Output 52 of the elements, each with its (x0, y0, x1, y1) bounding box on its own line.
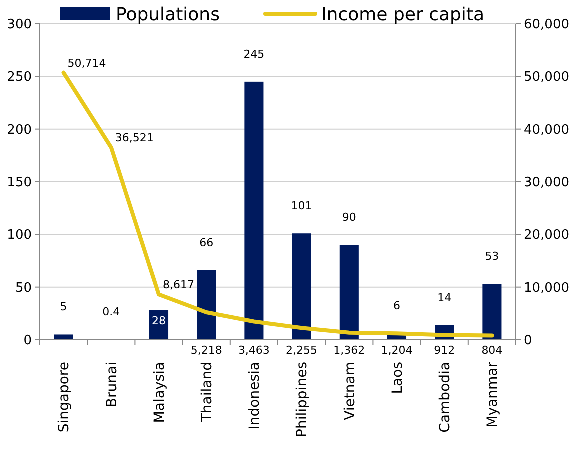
x-tick-label: Cambodia (438, 362, 454, 433)
y-tick-label: 200 (7, 122, 32, 138)
bar (482, 284, 502, 340)
data-label: 245 (244, 48, 265, 61)
data-label: 3,463 (238, 344, 270, 357)
data-label: 804 (482, 344, 503, 357)
y-tick-label: 0 (24, 334, 32, 349)
x-tick-label: Vietnam (342, 362, 358, 420)
data-label: 8,617 (163, 278, 194, 292)
data-label: 36,521 (115, 132, 154, 145)
data-label: 2,255 (286, 344, 318, 357)
data-label: 66 (200, 236, 214, 250)
y2-tick-label: 40,000 (524, 122, 570, 138)
data-label: 5 (60, 300, 68, 314)
x-tick-label: Laos (390, 362, 406, 394)
x-tick-label: Malaysia (152, 362, 168, 424)
data-label: 1,362 (334, 344, 366, 357)
y2-tick-label: 60,000 (524, 18, 570, 33)
y-tick-label: 100 (7, 228, 32, 244)
y2-tick-label: 0 (524, 334, 532, 349)
data-label: 50,714 (68, 56, 106, 70)
x-tick-label: Brunai (104, 362, 120, 408)
bar (197, 270, 216, 340)
data-label: 6 (394, 300, 400, 313)
bar (244, 82, 264, 340)
y2-tick-label: 10,000 (524, 280, 570, 296)
y2-tick-label: 30,000 (524, 176, 570, 191)
y-tick-label: 250 (7, 70, 32, 86)
y2-tick-label: 50,000 (524, 70, 570, 86)
data-label: 90 (342, 211, 356, 224)
data-label: 28 (152, 314, 166, 328)
bar (292, 234, 312, 340)
data-label: 14 (438, 291, 452, 304)
x-tick-label: Myanmar (485, 362, 502, 428)
data-label: 53 (485, 250, 500, 264)
y2-tick-label: 20,000 (524, 228, 570, 244)
data-label: 1,204 (381, 344, 413, 357)
x-tick-label: Singapore (56, 362, 73, 433)
bar (54, 334, 74, 340)
data-label: 101 (291, 200, 312, 213)
x-tick-label: Philippines (294, 362, 311, 438)
legend-label: Income per capita (322, 4, 485, 26)
x-tick-label: Indonesia (247, 362, 264, 430)
x-tick-label: Thailand (200, 362, 216, 424)
data-label: 0.4 (102, 306, 120, 319)
legend-label: Populations (116, 4, 220, 26)
y-tick-label: 300 (7, 18, 32, 33)
y-tick-label: 150 (7, 176, 32, 191)
y-tick-label: 50 (15, 280, 32, 296)
bar (340, 245, 359, 340)
data-label: 912 (434, 344, 456, 357)
data-label: 5,218 (190, 344, 222, 357)
